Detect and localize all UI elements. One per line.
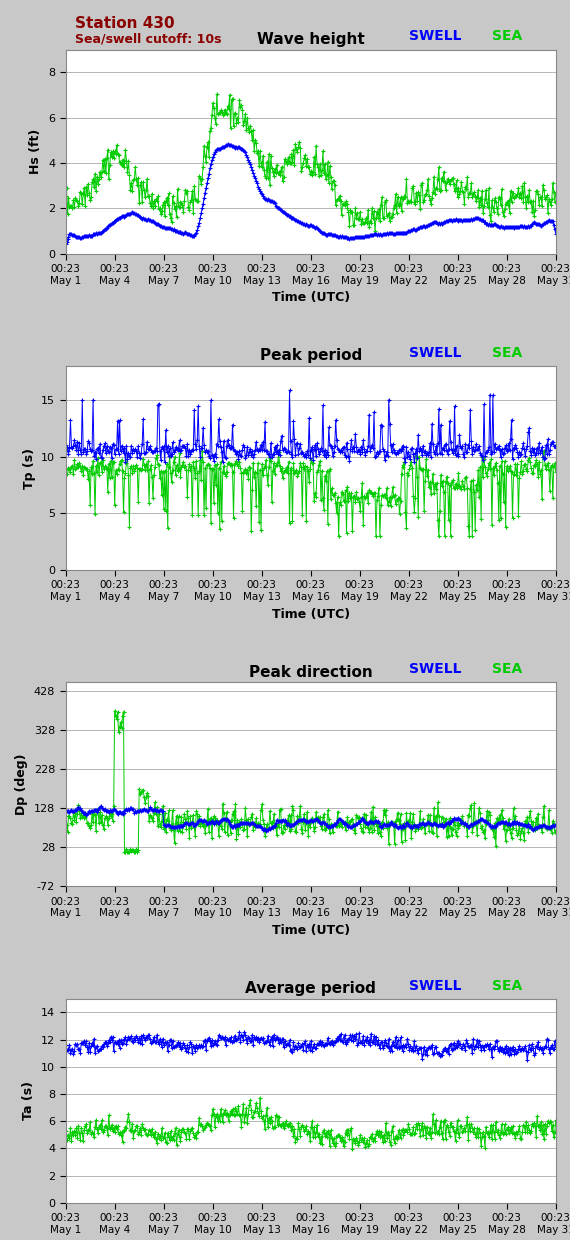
- Text: SWELL: SWELL: [409, 662, 461, 676]
- Text: SWELL: SWELL: [409, 30, 461, 43]
- Y-axis label: Hs (ft): Hs (ft): [30, 129, 42, 175]
- Title: Peak period: Peak period: [259, 348, 362, 363]
- Text: Station 430: Station 430: [75, 16, 175, 31]
- Y-axis label: Tp (s): Tp (s): [23, 448, 35, 489]
- Text: SWELL: SWELL: [409, 978, 461, 992]
- Y-axis label: Ta (s): Ta (s): [22, 1081, 35, 1120]
- Text: SEA: SEA: [492, 978, 522, 992]
- X-axis label: Time (UTC): Time (UTC): [271, 924, 350, 937]
- Text: SEA: SEA: [492, 30, 522, 43]
- Title: Average period: Average period: [245, 981, 376, 996]
- Title: Peak direction: Peak direction: [249, 665, 373, 680]
- Text: SEA: SEA: [492, 662, 522, 676]
- X-axis label: Time (UTC): Time (UTC): [271, 291, 350, 304]
- Text: SWELL: SWELL: [409, 346, 461, 360]
- Title: Wave height: Wave height: [256, 32, 365, 47]
- X-axis label: Time (UTC): Time (UTC): [271, 608, 350, 621]
- Text: Sea/swell cutoff: 10s: Sea/swell cutoff: 10s: [75, 32, 222, 46]
- Text: SEA: SEA: [492, 346, 522, 360]
- Y-axis label: Dp (deg): Dp (deg): [15, 754, 28, 815]
